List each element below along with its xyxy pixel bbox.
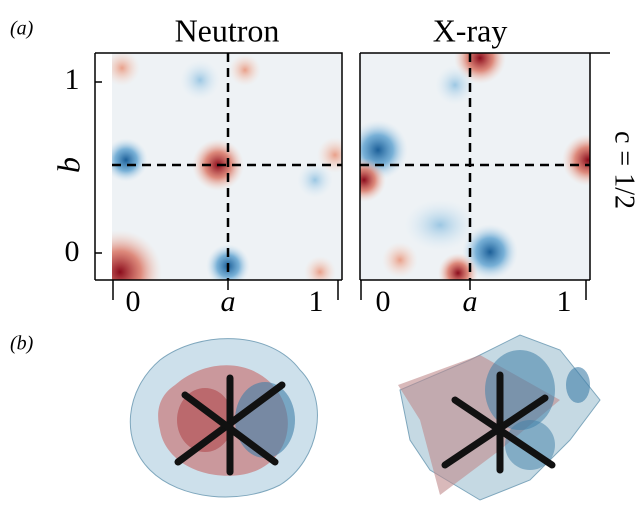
y-axis-label: b [50, 157, 86, 173]
x-tick-label: 1 [309, 285, 324, 318]
figure: (a) Neutron X-ray 1 0 [0, 0, 644, 532]
heatmap [78, 50, 353, 314]
side-label: c = 1/2 [609, 131, 640, 209]
x-tick-label: a [221, 285, 236, 318]
x-tick-label: 0 [376, 285, 391, 318]
panel-label: (a) [10, 18, 34, 40]
y-tick-label: 1 [65, 63, 80, 96]
isosurface-xray [398, 335, 600, 500]
heatmap [342, 32, 614, 293]
x-tick-label: 1 [557, 285, 572, 318]
x-tick-label: a [463, 285, 478, 318]
x-tick-label: 0 [126, 285, 141, 318]
panel-title: X-ray [433, 12, 508, 48]
panel-title: Neutron [175, 12, 280, 48]
y-tick-label: 0 [65, 235, 80, 268]
isosurface-neutron [130, 339, 317, 497]
panel-label: (b) [10, 333, 34, 355]
